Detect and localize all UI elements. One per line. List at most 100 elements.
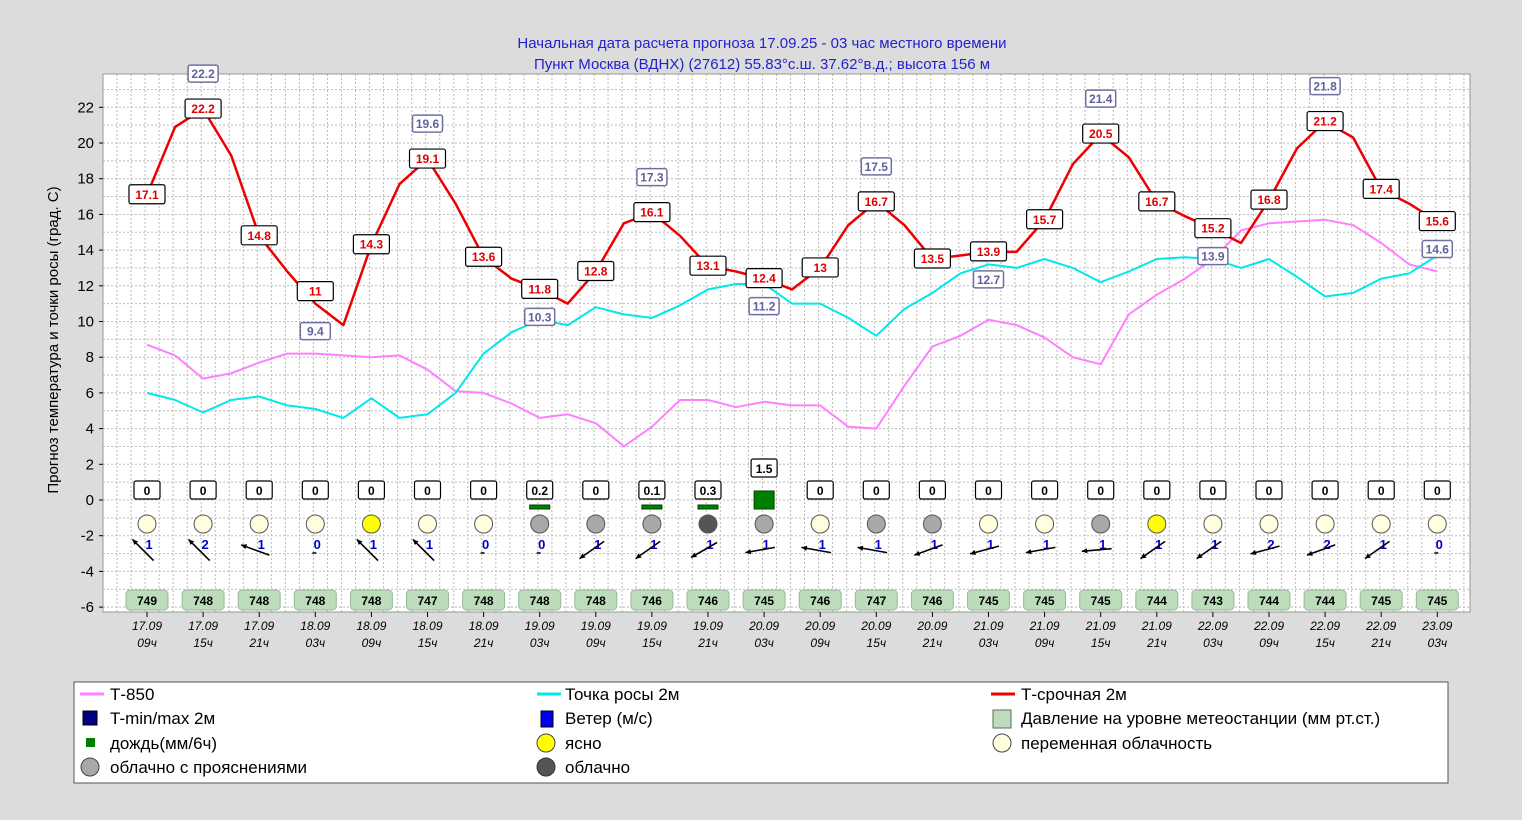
- variable-cloud-icon: [249, 514, 269, 534]
- legend-pressure-swatch: [992, 709, 1012, 729]
- t2m-value-label: 17.4: [1370, 182, 1394, 196]
- t2m-value-box: [184, 98, 222, 119]
- legend-overcast: облачно: [565, 758, 630, 777]
- t2m-value-label: 12.8: [584, 265, 608, 279]
- tmin-max-label-box: [860, 157, 893, 176]
- precip-value-box: [1030, 480, 1059, 500]
- x-tick-hour: 15ч: [418, 636, 438, 650]
- x-tick-hour: 21ч: [248, 636, 269, 650]
- x-tick-date: 17.09: [132, 619, 162, 633]
- x-tick-hour: 21ч: [1146, 636, 1167, 650]
- precip-value-label: 1.5: [756, 462, 773, 476]
- wind-arrow-head-icon: [1250, 549, 1257, 556]
- x-tick-hour: 03ч: [306, 636, 326, 650]
- rain-bar: [697, 504, 719, 510]
- tmin-max-label: 9.4: [307, 325, 324, 339]
- x-tick-date: 20.09: [860, 619, 891, 633]
- t2m-value-box: [352, 234, 390, 255]
- precip-value-label: 0: [1322, 484, 1329, 498]
- tmin-max-label: 21.4: [1089, 92, 1113, 106]
- precip-value-label: 0.1: [644, 484, 661, 498]
- y-tick-label: -6: [81, 599, 94, 616]
- x-tick-hour: 21ч: [473, 636, 494, 650]
- legend-variable-icon: [992, 733, 1012, 753]
- precip-value-label: 0: [817, 484, 824, 498]
- t2m-value-box: [745, 268, 783, 289]
- partly-cloudy-icon: [642, 514, 662, 534]
- t2m-value-label: 20.5: [1089, 127, 1113, 141]
- t2m-value-box: [689, 255, 727, 276]
- pressure-box: [630, 589, 674, 611]
- t2m-value-label: 12.4: [752, 272, 776, 286]
- tmin-max-label: 14.6: [1426, 243, 1450, 257]
- t2m-value-box: [240, 225, 278, 246]
- wind-speed-label: 2: [1323, 537, 1330, 552]
- pressure-value-label: 748: [586, 594, 606, 608]
- variable-cloud-icon: [305, 514, 325, 534]
- pressure-box: [1247, 589, 1291, 611]
- precip-value-label: 0: [200, 484, 207, 498]
- x-tick-date: 20.09: [916, 619, 947, 633]
- x-tick-date: 19.09: [525, 619, 555, 633]
- t2m-value-box: [1138, 191, 1176, 212]
- precip-value-box: [526, 480, 554, 500]
- t2m-value-label: 11: [309, 285, 322, 299]
- precip-value-box: [1367, 480, 1395, 500]
- precip-value-label: 0: [1210, 484, 1217, 498]
- variable-cloud-icon: [1427, 514, 1447, 534]
- t2m-value-box: [1306, 110, 1344, 132]
- pressure-value-label: 744: [1259, 594, 1279, 608]
- wind-arrow-head-icon: [188, 539, 195, 546]
- tmin-max-label: 12.7: [977, 273, 1001, 287]
- precip-value-label: 0: [368, 484, 375, 498]
- precip-value-box: [806, 480, 834, 500]
- y-tick-label: 2: [86, 456, 94, 473]
- pressure-value-label: 745: [978, 594, 998, 608]
- t2m-value-label: 15.7: [1033, 213, 1057, 227]
- wind-speed-label: 0: [314, 537, 321, 552]
- tmin-max-label-box: [748, 296, 780, 316]
- tmin-max-label: 17.5: [865, 160, 889, 174]
- t2m-value-label: 14.3: [360, 238, 384, 252]
- clear-sky-icon: [361, 514, 381, 534]
- precip-value-label: 0: [1266, 484, 1273, 498]
- wind-arrow-head-icon: [1140, 553, 1147, 559]
- y-tick-label: 20: [77, 135, 94, 152]
- precip-value-label: 0: [1378, 484, 1385, 498]
- x-tick-hour: 09ч: [810, 636, 830, 650]
- partly-cloudy-icon: [922, 514, 942, 534]
- variable-cloud-icon: [1371, 514, 1391, 534]
- tmin-max-label: 22.2: [191, 67, 215, 81]
- wind-arrow-head-icon: [412, 539, 419, 546]
- legend-partly-icon: [80, 757, 100, 777]
- precip-value-box: [862, 480, 890, 500]
- precip-value-label: 0: [1097, 484, 1104, 498]
- t2m-value-box: [1362, 178, 1400, 200]
- precip-value-label: 0: [592, 484, 599, 498]
- pressure-box: [237, 589, 281, 611]
- pressure-box: [967, 589, 1010, 611]
- wind-arrow-head-icon: [635, 553, 642, 559]
- legend-dew: Точка росы 2м: [565, 685, 679, 704]
- t2m-value-label: 16.7: [865, 195, 889, 209]
- t2m-value-box: [577, 260, 615, 282]
- precip-value-label: 0: [873, 484, 880, 498]
- x-tick-hour: 09ч: [1035, 636, 1055, 650]
- x-tick-date: 19.09: [693, 619, 723, 633]
- t2m-value-label: 13.9: [977, 245, 1001, 259]
- t2m-value-box: [969, 241, 1008, 262]
- wind-speed-label: 1: [1380, 537, 1387, 552]
- variable-cloud-icon: [1203, 514, 1223, 534]
- plot-area: -6-4-2024681012141618202217.0909ч17.0915…: [77, 64, 1471, 650]
- x-tick-date: 21.09: [972, 619, 1003, 633]
- precip-value-label: 0: [985, 484, 992, 498]
- wind-speed-label: 2: [201, 537, 208, 552]
- variable-cloud-icon: [1035, 514, 1055, 534]
- pressure-value-label: 748: [530, 594, 550, 608]
- tmin-max-label-box: [187, 64, 219, 83]
- x-tick-hour: 09ч: [1259, 636, 1279, 650]
- wind-arrow-head-icon: [1307, 550, 1313, 556]
- precip-value-label: 0.3: [700, 484, 717, 498]
- t2m-value-box: [1418, 210, 1456, 232]
- wind-arrow-head-icon: [1081, 548, 1088, 554]
